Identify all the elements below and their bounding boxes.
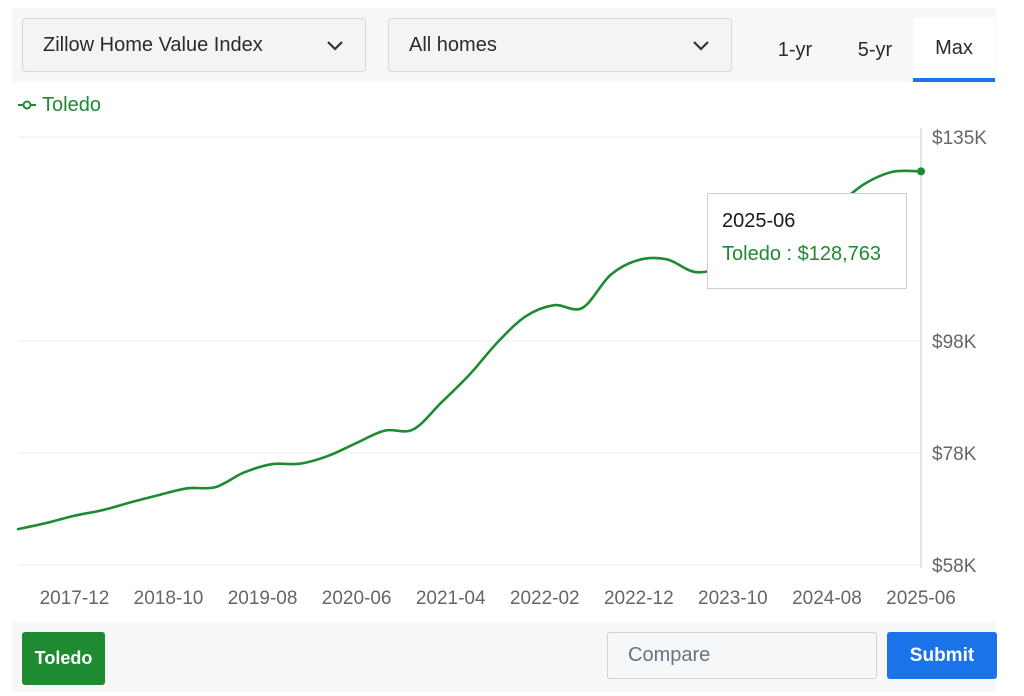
x-tick-label: 2019-08 (228, 588, 298, 609)
y-tick-label: $58K (932, 556, 977, 577)
x-tick-label: 2018-10 (134, 588, 204, 609)
home-type-dropdown[interactable]: All homes (388, 18, 732, 72)
tab-5yr[interactable]: 5-yr (857, 38, 893, 61)
home-type-dropdown-label: All homes (409, 33, 497, 56)
y-tick-label: $98K (932, 332, 977, 353)
location-chip-toledo[interactable]: Toledo (22, 632, 105, 685)
tooltip-date: 2025-06 (722, 210, 796, 232)
chevron-down-icon (693, 41, 709, 51)
x-tick-label: 2024-08 (792, 588, 862, 609)
x-tick-label: 2023-10 (698, 588, 768, 609)
metric-dropdown-label: Zillow Home Value Index (43, 33, 263, 56)
y-tick-label: $135K (932, 128, 987, 149)
tooltip-value: Toledo : $128,763 (722, 243, 882, 265)
tab-max[interactable]: Max (913, 18, 995, 82)
line-marker-icon (18, 100, 36, 110)
chart-controls-bar: Zillow Home Value Index All homes 1-yr 5… (12, 8, 996, 82)
y-tick-label: $78K (932, 444, 977, 465)
x-tick-label: 2020-06 (322, 588, 392, 609)
chart-tooltip: 2025-06 Toledo : $128,763 (707, 193, 907, 289)
submit-button[interactable]: Submit (887, 632, 997, 679)
x-tick-label: 2021-04 (416, 588, 486, 609)
x-tick-label: 2022-02 (510, 588, 580, 609)
x-tick-label: 2025-06 (886, 588, 956, 609)
chart-legend[interactable]: Toledo (18, 93, 101, 117)
tab-1yr[interactable]: 1-yr (777, 38, 813, 61)
metric-dropdown[interactable]: Zillow Home Value Index (22, 18, 366, 72)
compare-bar: Toledo Submit (12, 622, 997, 692)
compare-input[interactable] (607, 632, 877, 679)
chevron-down-icon (327, 41, 343, 51)
x-tick-label: 2017-12 (40, 588, 110, 609)
legend-label: Toledo (42, 93, 101, 116)
x-tick-label: 2022-12 (604, 588, 674, 609)
hover-point (917, 167, 925, 176)
